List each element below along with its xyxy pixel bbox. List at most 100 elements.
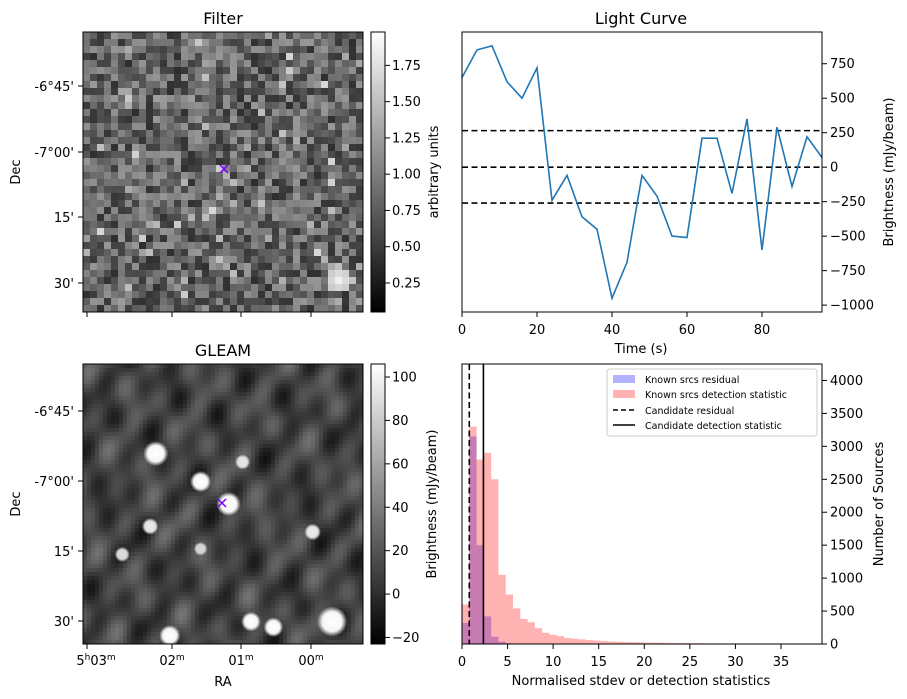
gleam-pixel: [239, 516, 244, 521]
gleam-pixel: [99, 484, 104, 489]
filter-pixel: [160, 242, 168, 250]
filter-pixel: [279, 242, 287, 250]
gleam-pixel: [111, 476, 116, 481]
gleam-pixel: [183, 380, 188, 385]
gleam-pixel: [175, 396, 180, 401]
gleam-pixel: [91, 500, 96, 505]
gleam-pixel: [179, 456, 184, 461]
filter-pixel: [97, 46, 105, 54]
gleam-pixel: [271, 404, 276, 409]
gleam-pixel: [239, 612, 244, 617]
y-tick-label: −500: [830, 230, 866, 245]
gleam-pixel: [223, 396, 228, 401]
filter-pixel: [160, 109, 168, 117]
gleam-pixel: [223, 424, 228, 429]
filter-pixel: [314, 81, 322, 89]
x-tick-label: 0: [458, 323, 466, 338]
gleam-pixel: [191, 448, 196, 453]
filter-pixel: [160, 193, 168, 201]
filter-pixel: [188, 88, 196, 96]
gleam-pixel: [147, 592, 152, 597]
gleam-pixel: [123, 580, 128, 585]
filter-pixel: [104, 214, 112, 222]
gleam-pixel: [187, 504, 192, 509]
filter-pixel: [111, 263, 119, 271]
filter-pixel: [328, 277, 336, 285]
gleam-pixel: [231, 428, 236, 433]
filter-pixel: [139, 186, 147, 194]
gleam-pixel: [243, 548, 248, 553]
gleam-pixel: [239, 432, 244, 437]
filter-pixel: [265, 242, 273, 250]
gleam-pixel: [143, 584, 148, 589]
gleam-pixel: [255, 492, 260, 497]
gleam-pixel: [207, 640, 212, 644]
filter-pixel: [335, 186, 343, 194]
filter-pixel: [111, 151, 119, 159]
filter-pixel: [188, 207, 196, 215]
filter-pixel: [104, 235, 112, 243]
gleam-pixel: [243, 452, 248, 457]
gleam-pixel: [163, 600, 168, 605]
gleam-pixel: [103, 396, 108, 401]
gleam-pixel: [115, 456, 120, 461]
gleam-pixel: [179, 528, 184, 533]
gleam-pixel: [195, 632, 200, 637]
gleam-pixel: [239, 496, 244, 501]
gleam-pixel: [183, 580, 188, 585]
filter-pixel: [272, 298, 280, 306]
gleam-pixel: [123, 588, 128, 593]
filter-pixel: [209, 277, 217, 285]
filter-pixel: [279, 270, 287, 278]
gleam-pixel: [139, 624, 144, 629]
gleam-pixel: [115, 588, 120, 593]
gleam-pixel: [143, 572, 148, 577]
filter-pixel: [202, 263, 210, 271]
gleam-pixel: [127, 408, 132, 413]
filter-pixel: [104, 32, 112, 40]
gleam-pixel: [103, 404, 108, 409]
filter-pixel: [356, 172, 363, 180]
gleam-pixel: [95, 544, 100, 549]
filter-pixel: [111, 200, 119, 208]
gleam-pixel: [267, 548, 272, 553]
gleam-pixel: [119, 456, 124, 461]
gleam-pixel: [267, 432, 272, 437]
gleam-pixel: [215, 396, 220, 401]
gleam-pixel: [107, 404, 112, 409]
gleam-pixel: [239, 396, 244, 401]
y-tick-label: −1000: [830, 299, 874, 314]
filter-pixel: [342, 123, 350, 131]
gleam-pixel: [207, 460, 212, 465]
gleam-pixel: [207, 580, 212, 585]
filter-pixel: [321, 165, 329, 173]
gleam-pixel: [123, 376, 128, 381]
gleam-pixel: [135, 476, 140, 481]
filter-pixel: [83, 193, 91, 201]
filter-pixel: [293, 214, 301, 222]
gleam-pixel: [139, 636, 144, 641]
filter-pixel: [125, 109, 133, 117]
gleam-pixel: [215, 480, 220, 485]
filter-pixel: [293, 88, 301, 96]
gleam-pixel: [171, 548, 176, 553]
gleam-pixel: [211, 540, 216, 545]
gleam-pixel: [143, 492, 148, 497]
gleam-pixel: [251, 520, 256, 525]
filter-pixel: [181, 81, 189, 89]
filter-pixel: [118, 109, 126, 117]
gleam-pixel: [175, 392, 180, 397]
filter-pixel: [216, 291, 224, 299]
gleam-pixel: [115, 424, 120, 429]
filter-pixel: [356, 193, 363, 201]
filter-pixel: [188, 39, 196, 47]
gleam-pixel: [175, 368, 180, 373]
filter-pixel: [300, 109, 308, 117]
gleam-pixel: [175, 584, 180, 589]
gleam-pixel: [255, 440, 260, 445]
filter-pixel: [181, 116, 189, 124]
gleam-pixel: [191, 624, 196, 629]
gleam-pixel: [243, 540, 248, 545]
gleam-pixel: [135, 420, 140, 425]
filter-pixel: [125, 53, 133, 61]
